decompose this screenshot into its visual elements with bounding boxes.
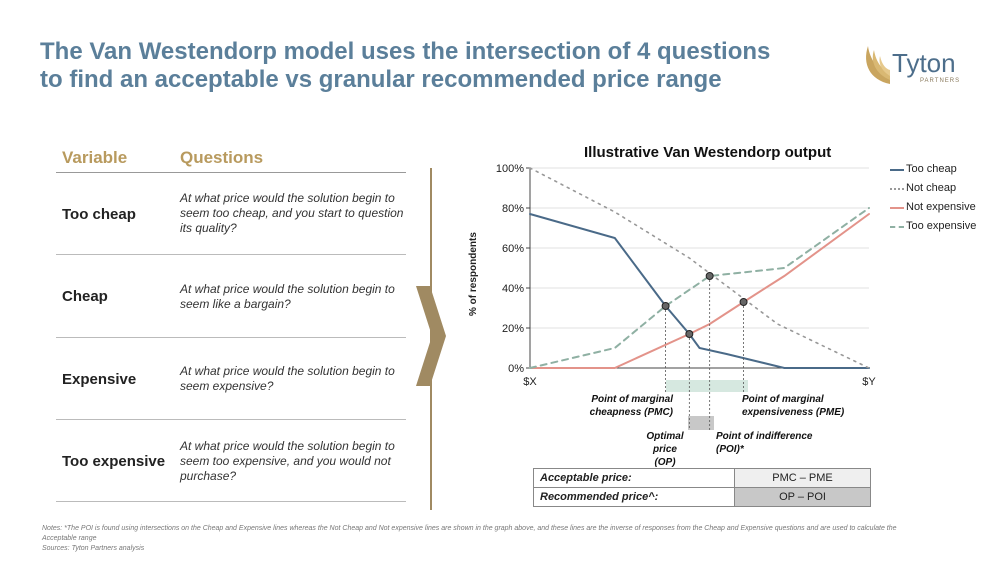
- legend-swatch: [890, 188, 904, 190]
- variable-expensive: Expensive: [62, 371, 137, 388]
- table-divider: [56, 419, 406, 420]
- legend-swatch: [890, 169, 904, 171]
- acceptable-price-value: PMC – PME: [734, 468, 871, 488]
- title-line-1: The Van Westendorp model uses the inters…: [40, 38, 771, 65]
- logo-subtitle: PARTNERS: [920, 78, 961, 84]
- table-row: Recommended price^: OP – POI: [533, 487, 871, 507]
- sources-text: Sources: Tyton Partners analysis: [42, 545, 145, 552]
- x-tick-label: $X: [523, 376, 537, 388]
- variable-header: Variable: [62, 148, 128, 167]
- table-divider: [56, 501, 406, 502]
- vertical-divider: [430, 168, 432, 510]
- annotation-poi: Point of indifference (POI)*: [716, 431, 813, 455]
- legend-swatch: [890, 226, 904, 228]
- legend-label: Too cheap: [906, 163, 957, 175]
- chevron-right-icon: [416, 286, 446, 386]
- y-tick-label: 60%: [502, 243, 524, 255]
- recommended-range-band: [688, 416, 714, 430]
- acceptable-price-label: Acceptable price:: [533, 468, 735, 488]
- intersection-point-pmc: [661, 302, 670, 310]
- tyton-logo: Tyton PARTNERS: [860, 40, 970, 90]
- question-too-cheap: At what price would the solution begin t…: [180, 191, 404, 235]
- page-title: The Van Westendorp model uses the inters…: [40, 38, 840, 94]
- legend-swatch: [890, 207, 904, 209]
- footnotes: Notes: *The POI is found using intersect…: [42, 524, 922, 554]
- price-range-table: Acceptable price: PMC – PME Recommended …: [533, 468, 871, 507]
- series-line-too-expensive: [529, 207, 870, 369]
- variable-too-expensive: Too expensive: [62, 453, 166, 470]
- y-tick-label: 80%: [502, 203, 524, 215]
- y-tick-label: 0%: [508, 363, 524, 375]
- variable-cheap: Cheap: [62, 288, 108, 305]
- intersection-point-pme: [739, 298, 748, 306]
- series-line-not-expensive: [529, 213, 870, 369]
- legend-label: Not cheap: [906, 182, 957, 194]
- legend-label: Not expensive: [906, 201, 976, 213]
- annotation-op: Optimal price (OP): [646, 431, 684, 468]
- intersection-point-poi: [705, 272, 714, 280]
- intersection-point-op: [685, 330, 694, 338]
- annotation-pme: Point of marginal expensiveness (PME): [742, 394, 845, 418]
- x-tick-label: $Y: [862, 376, 876, 388]
- y-tick-label: 100%: [496, 163, 524, 175]
- table-divider: [56, 337, 406, 338]
- y-axis-label: % of respondents: [468, 232, 479, 316]
- legend-label: Too expensive: [906, 220, 977, 232]
- chart-title: Illustrative Van Westendorp output: [584, 144, 832, 161]
- recommended-price-value: OP – POI: [734, 487, 871, 507]
- notes-text: Notes: *The POI is found using intersect…: [42, 525, 897, 542]
- series-line-too-cheap: [529, 213, 870, 369]
- y-tick-label: 20%: [502, 323, 524, 335]
- questions-header: Questions: [180, 148, 264, 167]
- question-too-expensive: At what price would the solution begin t…: [180, 439, 395, 483]
- question-cheap: At what price would the solution begin t…: [180, 282, 395, 311]
- table-divider: [56, 254, 406, 255]
- table-divider: [56, 172, 406, 173]
- variable-too-cheap: Too cheap: [62, 206, 136, 223]
- logo-name: Tyton: [892, 48, 956, 78]
- question-expensive: At what price would the solution begin t…: [180, 364, 395, 393]
- acceptable-range-band: [666, 380, 748, 392]
- y-tick-label: 40%: [502, 283, 524, 295]
- recommended-price-label: Recommended price^:: [533, 487, 735, 507]
- series-line-not-cheap: [529, 167, 870, 369]
- wing-logo-icon: [866, 46, 890, 84]
- table-row: Acceptable price: PMC – PME: [533, 468, 871, 488]
- annotation-pmc: Point of marginal cheapness (PMC): [589, 394, 673, 418]
- title-line-2: to find an acceptable vs granular recomm…: [40, 66, 722, 93]
